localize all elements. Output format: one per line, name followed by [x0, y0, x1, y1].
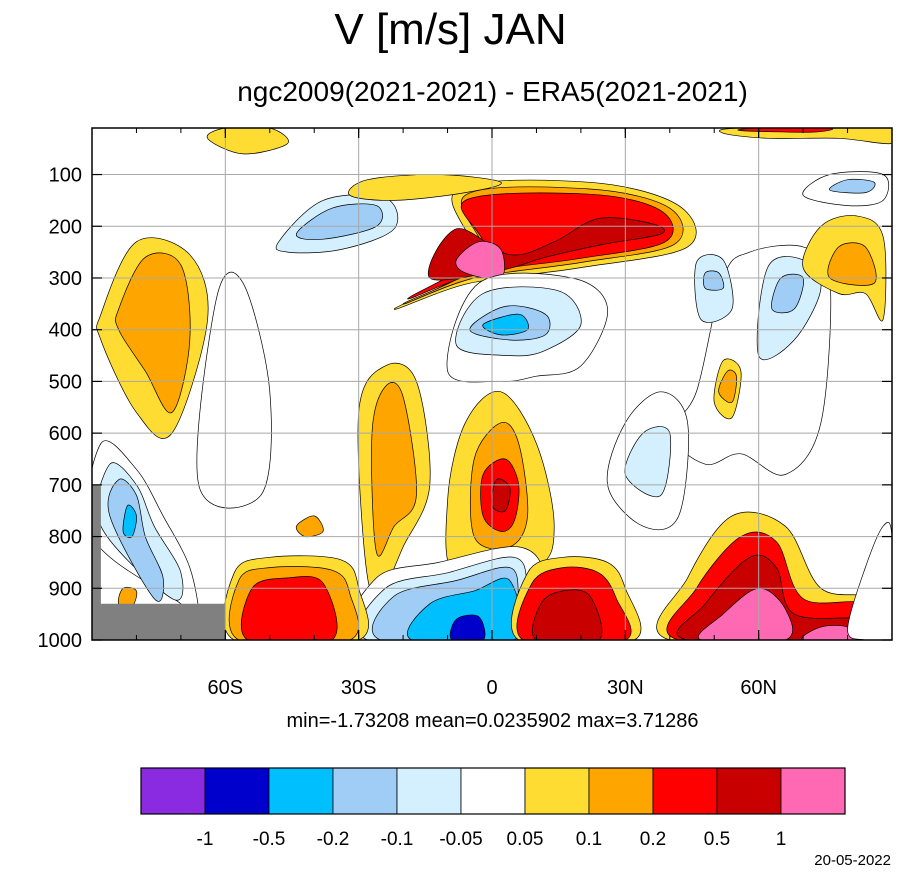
colorbar-box-5	[460, 767, 526, 815]
colorbar-label: -0.05	[439, 829, 482, 850]
axis-ticks: 100 200 300 400 500 600 700 800 900 1000 60S 30S 0 30…	[38, 128, 893, 699]
colorbar-box-8	[652, 767, 718, 815]
grid-lines	[92, 128, 892, 640]
date-stamp: 20-05-2022	[814, 852, 891, 869]
colorbar-label: -0.1	[381, 829, 414, 850]
chart-title: V [m/s] JAN	[334, 5, 567, 54]
colorbar-label: 1	[776, 829, 787, 850]
contour-region-14	[371, 382, 417, 557]
colorbar-box-7	[588, 767, 654, 815]
x-tick-label: 0	[486, 677, 497, 699]
y-tick-label: 700	[49, 475, 82, 497]
colorbar: -1 -0.5 -0.2 -0.1 -0.05 0.05 0.1 0.2 0.5 1	[140, 767, 846, 850]
colorbar-label: 0.2	[640, 829, 666, 850]
contour-region-23	[449, 614, 486, 640]
colorbar-label: -0.2	[317, 829, 350, 850]
colorbar-label: -1	[197, 829, 214, 850]
x-tick-label: 30N	[607, 677, 644, 699]
colorbar-box-6	[524, 767, 590, 815]
colorbar-label: 0.05	[507, 829, 544, 850]
x-tick-label: 60N	[740, 677, 777, 699]
colorbar-box-9	[716, 767, 782, 815]
contour-region-43	[829, 178, 876, 194]
contour-fills	[92, 128, 892, 640]
x-tick-label: 60S	[208, 677, 244, 699]
stats-line: min=-1.73208 mean=0.0235902 max=3.71286	[286, 710, 699, 732]
y-tick-label: 1000	[38, 630, 83, 652]
contour-region-29	[532, 589, 603, 640]
missing-data-region	[92, 484, 226, 640]
y-tick-label: 500	[49, 371, 82, 393]
contour-region-39	[703, 270, 725, 291]
contour-region-12	[114, 252, 191, 414]
colorbar-label: -0.5	[253, 829, 286, 850]
contour-region-26	[240, 575, 338, 640]
colorbar-label: 0.5	[704, 829, 730, 850]
contour-region-51	[718, 369, 737, 403]
colorbar-frame	[140, 767, 846, 815]
contour-region-18	[491, 478, 511, 513]
y-tick-label: 900	[49, 578, 82, 600]
contour-region-22	[407, 577, 523, 640]
y-tick-label: 400	[49, 320, 82, 342]
colorbar-box-10	[780, 767, 846, 815]
colorbar-label: 0.1	[576, 829, 602, 850]
y-tick-label: 800	[49, 527, 82, 549]
colorbar-box-4	[396, 767, 462, 815]
contour-region-58	[295, 515, 324, 538]
colorbar-box-1	[204, 767, 270, 815]
colorbar-box-0	[140, 767, 206, 815]
y-tick-label: 200	[49, 216, 82, 238]
contour-region-41	[827, 242, 877, 286]
contour-region-44	[719, 128, 892, 145]
missing-region-0	[92, 484, 226, 640]
y-tick-label: 300	[49, 268, 82, 290]
colorbar-box-3	[332, 767, 398, 815]
contour-region-10	[296, 203, 383, 241]
chart-subtitle: ngc2009(2021-2021) - ERA5(2021-2021)	[237, 76, 748, 107]
contour-region-33	[698, 587, 794, 640]
contour-region-47	[196, 272, 272, 509]
colorbar-box-2	[268, 767, 334, 815]
y-tick-label: 100	[49, 165, 82, 187]
contour-region-57	[847, 521, 892, 640]
x-tick-label: 30S	[341, 677, 377, 699]
contour-region-46	[348, 174, 502, 201]
y-tick-label: 600	[49, 423, 82, 445]
contour-region-55	[122, 504, 137, 538]
